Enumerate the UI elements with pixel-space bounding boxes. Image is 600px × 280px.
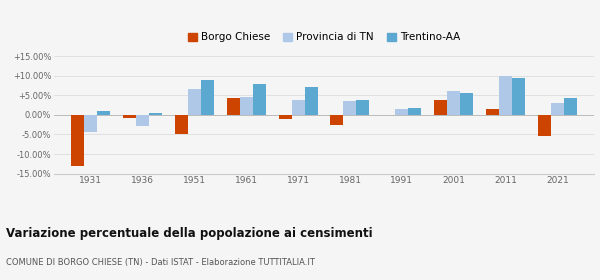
Bar: [278, 115, 292, 119]
Bar: [305, 87, 317, 115]
Text: COMUNE DI BORGO CHIESE (TN) - Dati ISTAT - Elaborazione TUTTITALIA.IT: COMUNE DI BORGO CHIESE (TN) - Dati ISTAT…: [6, 258, 315, 267]
Bar: [356, 100, 370, 115]
Bar: [409, 108, 421, 115]
Bar: [149, 113, 162, 115]
Bar: [460, 93, 473, 115]
Bar: [512, 78, 525, 115]
Bar: [343, 101, 356, 115]
Bar: [188, 89, 200, 115]
Bar: [239, 97, 253, 115]
Text: Variazione percentuale della popolazione ai censimenti: Variazione percentuale della popolazione…: [6, 227, 373, 240]
Bar: [253, 84, 266, 115]
Bar: [538, 115, 551, 136]
Bar: [200, 80, 214, 115]
Bar: [448, 91, 460, 115]
Bar: [564, 98, 577, 115]
Bar: [84, 115, 97, 132]
Bar: [499, 76, 512, 115]
Bar: [292, 100, 305, 115]
Bar: [123, 115, 136, 118]
Bar: [434, 100, 448, 115]
Bar: [136, 115, 149, 126]
Legend: Borgo Chiese, Provincia di TN, Trentino-AA: Borgo Chiese, Provincia di TN, Trentino-…: [184, 28, 464, 46]
Bar: [395, 109, 409, 115]
Bar: [227, 98, 239, 115]
Bar: [486, 109, 499, 115]
Bar: [551, 103, 564, 115]
Bar: [97, 111, 110, 115]
Bar: [331, 115, 343, 125]
Bar: [71, 115, 84, 166]
Bar: [175, 115, 188, 134]
